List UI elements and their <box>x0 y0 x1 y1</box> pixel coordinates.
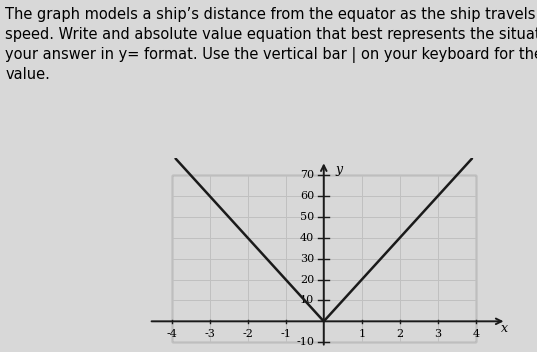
Text: x: x <box>501 322 508 335</box>
Text: 2: 2 <box>396 329 403 339</box>
Text: -1: -1 <box>280 329 291 339</box>
Text: 50: 50 <box>300 212 314 222</box>
Text: -10: -10 <box>296 337 314 347</box>
Text: 4: 4 <box>473 329 480 339</box>
Text: The graph models a ship’s distance from the equator as the ship travels at a con: The graph models a ship’s distance from … <box>5 7 537 82</box>
Text: -3: -3 <box>204 329 215 339</box>
Text: 60: 60 <box>300 191 314 201</box>
Text: 30: 30 <box>300 254 314 264</box>
Text: 40: 40 <box>300 233 314 243</box>
Text: 10: 10 <box>300 295 314 306</box>
Text: 20: 20 <box>300 275 314 284</box>
Text: 70: 70 <box>300 170 314 180</box>
Text: -2: -2 <box>242 329 253 339</box>
Bar <box>172 175 476 342</box>
Text: 1: 1 <box>358 329 365 339</box>
Text: -4: -4 <box>166 329 177 339</box>
Text: 3: 3 <box>434 329 441 339</box>
Text: y: y <box>335 163 342 176</box>
